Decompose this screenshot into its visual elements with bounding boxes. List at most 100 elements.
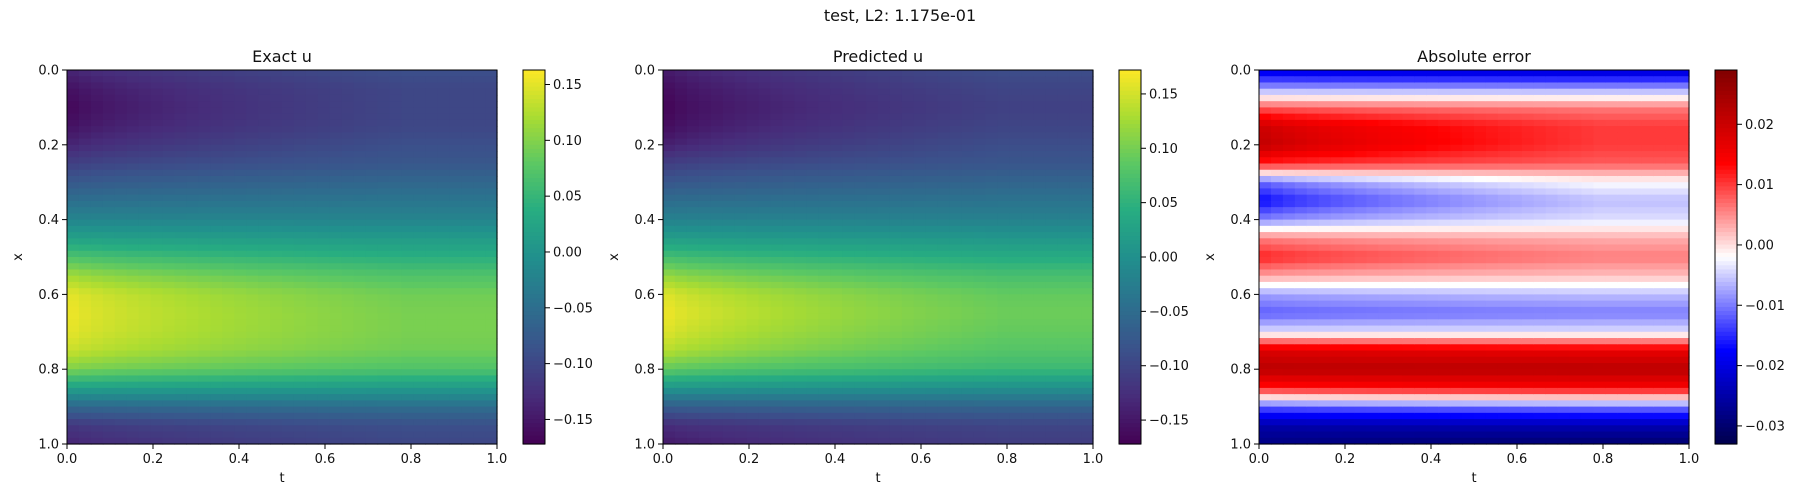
- heatmap-cell: [78, 294, 92, 302]
- heatmap-cell: [78, 250, 92, 258]
- heatmap-cell: [234, 319, 247, 327]
- heatmap-cell: [1033, 344, 1046, 352]
- heatmap-cell: [1259, 263, 1272, 271]
- heatmap-cell: [818, 101, 831, 108]
- heatmap-cell: [722, 138, 736, 146]
- heatmap-cell: [234, 406, 247, 414]
- heatmap-cell: [961, 70, 975, 77]
- heatmap-cell: [67, 175, 80, 183]
- heatmap-cell: [102, 88, 116, 96]
- heatmap-cell: [889, 313, 903, 320]
- heatmap-cell: [937, 269, 951, 277]
- heatmap-cell: [746, 232, 760, 239]
- heatmap-cell: [985, 375, 999, 383]
- heatmap-cell: [449, 331, 462, 339]
- heatmap-cell: [949, 375, 963, 383]
- heatmap-cell: [329, 375, 343, 383]
- heatmap-cell: [425, 250, 438, 258]
- heatmap-cell: [473, 219, 486, 227]
- heatmap-cell: [102, 219, 116, 227]
- heatmap-cell: [246, 169, 259, 177]
- heatmap-cell: [473, 101, 486, 108]
- heatmap-cell: [818, 157, 831, 165]
- heatmap-cell: [437, 431, 450, 439]
- heatmap-cell: [461, 244, 474, 252]
- heatmap-cell: [282, 419, 295, 426]
- heatmap-cell: [878, 76, 891, 84]
- heatmap-cell: [830, 400, 843, 408]
- heatmap-cell: [674, 338, 688, 345]
- heatmap-cell: [138, 306, 152, 314]
- heatmap-cell: [282, 126, 295, 133]
- heatmap-cell: [901, 182, 915, 190]
- heatmap-cell: [413, 257, 426, 264]
- heatmap-cell: [746, 437, 760, 445]
- heatmap-cell: [878, 182, 891, 190]
- colorbar-segment: [1119, 348, 1141, 354]
- heatmap-cell: [449, 400, 462, 408]
- heatmap-cell: [1021, 101, 1034, 108]
- heatmap-cell: [150, 344, 164, 352]
- heatmap-cell: [997, 151, 1010, 158]
- heatmap-cell: [90, 101, 104, 108]
- heatmap-cell: [698, 281, 712, 289]
- heatmap-cell: [198, 119, 211, 127]
- heatmap-cell: [746, 394, 760, 401]
- x-tick-label: 0.2: [143, 452, 164, 467]
- heatmap-cell: [162, 250, 176, 258]
- heatmap-cell: [246, 350, 259, 358]
- heatmap-cell: [67, 406, 80, 414]
- heatmap-cell: [425, 238, 438, 246]
- heatmap-cell: [698, 175, 712, 183]
- heatmap-cell: [973, 182, 987, 190]
- heatmap-cell: [126, 356, 140, 364]
- heatmap-cell: [198, 244, 211, 252]
- heatmap-cell: [973, 394, 987, 401]
- heatmap-cell: [1081, 232, 1094, 239]
- heatmap-cell: [746, 294, 760, 302]
- heatmap-cell: [293, 257, 307, 264]
- heatmap-cell: [901, 269, 915, 277]
- x-axis-label: t: [279, 471, 284, 486]
- heatmap-cell: [710, 76, 724, 84]
- heatmap-cell: [102, 263, 116, 271]
- heatmap-cell: [925, 144, 939, 152]
- heatmap-cell: [663, 194, 676, 202]
- heatmap-cell: [949, 244, 963, 252]
- heatmap-cell: [686, 394, 700, 401]
- heatmap-cell: [389, 406, 403, 414]
- heatmap-cell: [1259, 394, 1272, 401]
- heatmap-cell: [1069, 275, 1082, 283]
- heatmap-cell: [1081, 425, 1094, 433]
- heatmap-cell: [246, 381, 259, 389]
- heatmap-cell: [473, 182, 486, 190]
- heatmap-cell: [663, 362, 676, 370]
- heatmap-cell: [102, 132, 116, 140]
- heatmap-cell: [293, 88, 307, 96]
- heatmap-cell: [1045, 244, 1058, 252]
- heatmap-cell: [437, 157, 450, 165]
- heatmap-cell: [1009, 419, 1022, 426]
- colorbar-segment: [1119, 435, 1141, 441]
- heatmap-cell: [1009, 213, 1022, 221]
- heatmap-cell: [806, 331, 819, 339]
- heatmap-cell: [1045, 213, 1058, 221]
- heatmap-cell: [925, 232, 939, 239]
- heatmap-cell: [937, 300, 951, 308]
- heatmap-cell: [389, 188, 403, 196]
- heatmap-cell: [246, 300, 259, 308]
- heatmap-cell: [973, 157, 987, 165]
- heatmap-cell: [734, 94, 748, 102]
- heatmap-cell: [389, 400, 403, 408]
- heatmap-cell: [365, 82, 379, 90]
- heatmap-cell: [1294, 437, 1308, 445]
- heatmap-cell: [710, 119, 724, 127]
- heatmap-cell: [210, 331, 223, 339]
- heatmap-cell: [806, 369, 819, 377]
- heatmap-cell: [425, 219, 438, 227]
- heatmap-cell: [186, 169, 199, 177]
- heatmap-cell: [1009, 257, 1022, 264]
- heatmap-cell: [1306, 306, 1320, 314]
- heatmap-cell: [1009, 182, 1022, 190]
- heatmap-cell: [663, 419, 676, 426]
